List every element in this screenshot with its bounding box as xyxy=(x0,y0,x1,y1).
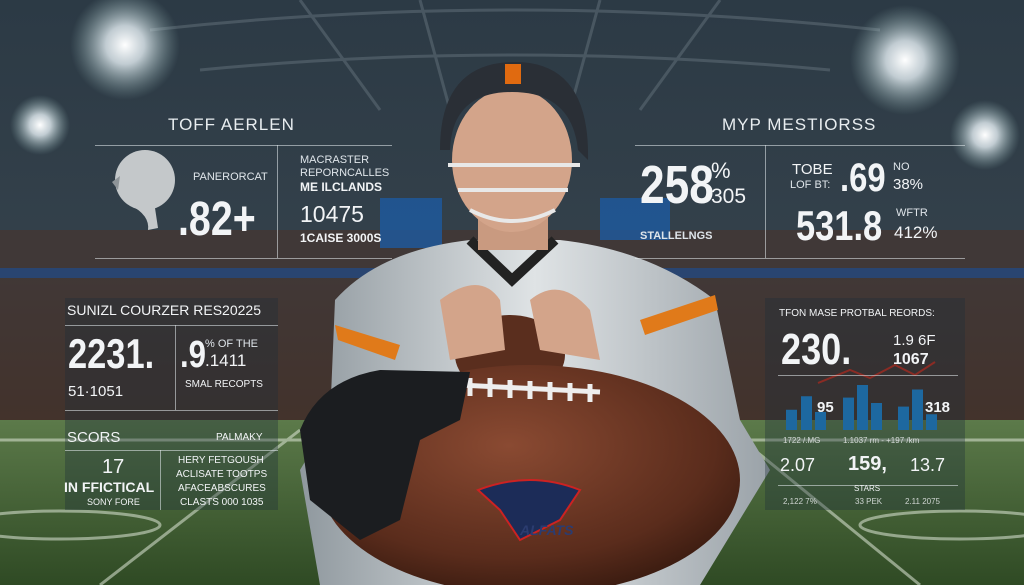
mid-left-title: SUNIZL COURZER RES20225 xyxy=(67,302,261,318)
mid-left-value2-sup: % OF THE xyxy=(205,338,258,350)
bottom-left-line: CLASTS 000 1035 xyxy=(180,497,264,508)
top-right-title: MYP MESTIORSS xyxy=(722,115,877,134)
top-left-line: MACRASTER xyxy=(300,154,370,166)
footer-value: 2,122 7% xyxy=(783,497,817,506)
mid-left-value2: .9 xyxy=(180,334,206,376)
bar xyxy=(898,406,909,430)
bar xyxy=(912,389,923,430)
footer-value: 2.11 2075 xyxy=(905,497,940,506)
top-left-title: TOFF AERLEN xyxy=(168,115,295,134)
stat: 13.7 xyxy=(910,455,946,475)
bar xyxy=(786,409,797,430)
bar xyxy=(801,396,812,430)
football-player xyxy=(300,62,770,585)
top-right-label1: TOBE xyxy=(792,161,833,178)
bottom-left-line: AFACEABSCURES xyxy=(178,483,266,494)
bar xyxy=(857,385,868,430)
top-left-number: 10475 xyxy=(300,201,364,227)
bar xyxy=(843,397,854,430)
footer-value: 33 PEK xyxy=(855,497,883,506)
stats-caption: STARS xyxy=(854,484,881,493)
top-right-value3: 531.8 xyxy=(796,202,883,249)
mid-right-side2: 1067 xyxy=(893,351,929,368)
mid-left-caption: SMAL RECOPTS xyxy=(185,379,263,390)
mid-left-sub: 51·1051 xyxy=(68,383,124,400)
axis-label: 1.1037 rm - +197 /km xyxy=(843,436,920,445)
bottom-left-number: 17 xyxy=(102,456,125,478)
bar xyxy=(926,414,937,430)
top-right-value: 258 xyxy=(640,155,714,215)
mid-right-title: TFON MASE PROTBAL REORDS: xyxy=(779,308,935,319)
top-right-value3-sup: WFTR xyxy=(896,207,928,219)
bottom-left-caption: SONY FORE xyxy=(87,497,140,507)
bar-label-right: 318 xyxy=(925,399,951,416)
top-right-value-sup: % xyxy=(711,158,731,183)
bar xyxy=(871,403,882,430)
mid-left-value2-sub: .1411 xyxy=(205,351,247,370)
top-right-caption: STALLELNGS xyxy=(640,230,713,242)
top-right-value2: .69 xyxy=(840,156,886,200)
football-logo-text: ALFATS xyxy=(519,522,574,538)
bottom-left-bold: IN FFICTICAL xyxy=(64,479,155,495)
mid-left-value: 2231. xyxy=(68,330,155,377)
trend-line xyxy=(817,361,936,384)
bar-chart xyxy=(786,385,937,430)
top-right-value2-sub: 38% xyxy=(893,176,924,193)
top-left-label: PANERORCAT xyxy=(193,171,268,183)
bar xyxy=(815,412,826,430)
top-right-value-sub: 305 xyxy=(711,185,747,208)
bottom-left-title-right: PALMAKY xyxy=(216,432,263,443)
top-left-line: REPORNCALLES xyxy=(300,167,390,179)
bottom-left-title: SCORS xyxy=(67,429,121,446)
top-left-footer: 1CAISE 3000S xyxy=(300,231,382,245)
top-right-value3-sub: 412% xyxy=(894,223,938,242)
globe-icon xyxy=(112,150,175,230)
bar-label-left: 95 xyxy=(817,399,834,416)
bottom-left-line: ACLISATE TOOTPS xyxy=(176,469,268,480)
top-right-value2-sup: NO xyxy=(893,161,910,173)
top-left-value: .82+ xyxy=(178,193,256,246)
top-left-line: ME ILCLANDS xyxy=(300,180,382,194)
axis-label: 1722 /.MG xyxy=(783,436,821,445)
stat: 2.07 xyxy=(780,455,816,475)
stat: 159, xyxy=(848,453,887,475)
bottom-left-line: HERY FETGOUSH xyxy=(178,455,264,466)
mid-right-side1: 1.9 6F xyxy=(893,332,936,349)
mid-right-value: 230. xyxy=(781,325,852,374)
top-right-label2: LOF BT: xyxy=(790,179,831,191)
